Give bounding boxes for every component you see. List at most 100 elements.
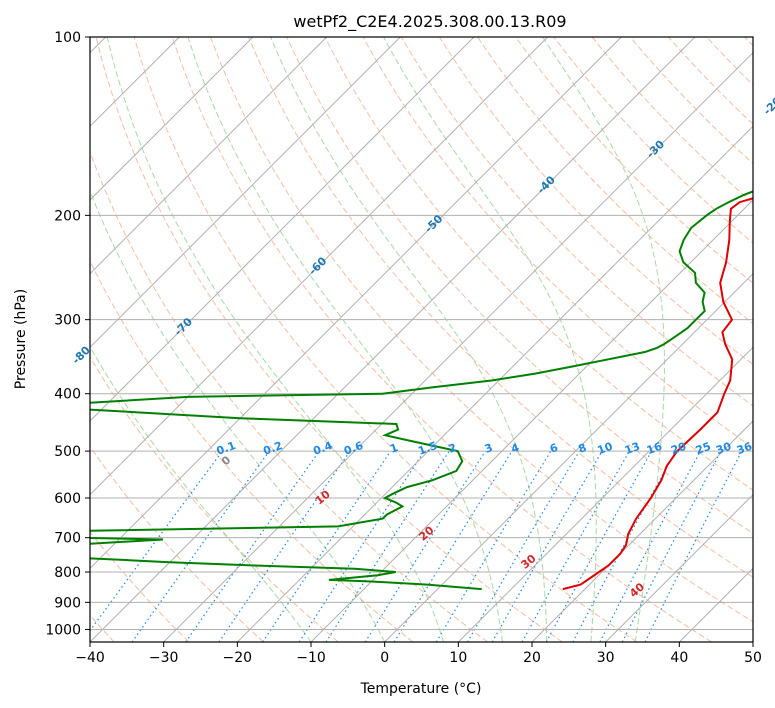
mixing-ratio-label: 6 (548, 441, 560, 456)
isotherm-line (163, 51, 753, 642)
isotherm-line (236, 125, 753, 642)
x-tick-label: −40 (75, 650, 105, 666)
chart-title: wetPf2_C2E4.2025.308.00.13.R09 (293, 12, 566, 32)
moist-adiabat-line (90, 189, 386, 642)
moist-adiabat-line (90, 345, 312, 642)
mixing-ratio-line (466, 450, 580, 642)
isotherm-line (678, 567, 753, 642)
mixing-ratio-line (262, 450, 392, 642)
isotherm-line (457, 346, 753, 642)
dry-adiabat-line (400, 37, 753, 407)
mixing-ratio-label: 2 (447, 441, 459, 456)
isotherm-line (90, 37, 401, 349)
x-tick-label: 0 (380, 650, 389, 666)
x-tick-label: 40 (670, 650, 688, 666)
dry-adiabat-line (248, 37, 753, 578)
mixing-ratio-line (644, 450, 743, 642)
dry-adiabat-line (133, 37, 638, 642)
dry-adiabat-line (90, 150, 488, 642)
y-tick-label: 400 (54, 387, 81, 403)
mixing-ratio-label: 4 (509, 441, 521, 456)
mixing-ratio-label: 0.6 (342, 439, 365, 458)
dry-adiabat-line (591, 37, 753, 204)
dry-adiabat-line (438, 37, 753, 366)
moist-adiabat-line (106, 37, 445, 642)
mixing-ratio-label: 25 (694, 440, 713, 457)
dry-adiabat-line (553, 37, 753, 244)
x-tick-label: −30 (149, 650, 179, 666)
mixing-ratio-label: 0.2 (262, 439, 285, 458)
y-tick-label: 1000 (45, 622, 81, 638)
moist-adiabat-line (383, 37, 597, 642)
mixing-ratio-label: 36 (735, 440, 754, 458)
isotherm-line (90, 37, 475, 422)
x-tick-label: 50 (744, 650, 762, 666)
mixing-ratio-line (325, 450, 450, 642)
temperature-profile-line (562, 197, 753, 591)
mixing-ratio-line (131, 450, 270, 642)
dry-adiabat-line (90, 259, 414, 642)
mixing-ratio-line (393, 450, 513, 642)
x-tick-label: 20 (523, 650, 541, 666)
dry-adiabat-line (90, 356, 339, 642)
isotherm-line (531, 420, 753, 642)
line-labels: -100-90-80-70-60-50-40-30-20-100.10.20.4… (70, 94, 775, 600)
dry-adiabat-line (210, 37, 753, 623)
mixing-ratio-label: 0.1 (215, 439, 238, 458)
mixing-ratio-label: 8 (577, 441, 589, 456)
y-tick-label: 100 (54, 30, 81, 46)
dry-adiabat-line (90, 445, 264, 642)
dry-adiabat-line (668, 37, 753, 125)
y-tick-label: 600 (54, 491, 81, 507)
x-tick-label: −20 (223, 650, 253, 666)
mixing-ratio-label: 16 (645, 440, 664, 458)
mixing-ratio-label: 13 (623, 440, 642, 457)
dry-adiabat-line (515, 37, 753, 284)
x-axis-label: Temperature (°C) (360, 681, 482, 697)
mixing-ratio-line (185, 450, 320, 642)
dry-adiabat-label: 0 (219, 453, 233, 468)
isotherm-line (752, 641, 753, 642)
mixing-ratio-label: 30 (714, 440, 733, 458)
mixing-ratio-label: 1.5 (416, 439, 439, 458)
dry-adiabat-line (744, 37, 753, 47)
dry-adiabat-line (90, 531, 190, 642)
isotherm-line (384, 272, 753, 642)
mixing-ratio-line (218, 450, 351, 642)
mixing-ratio-line (545, 450, 653, 642)
x-tick-label: −10 (296, 650, 326, 666)
mixing-ratio-line (435, 450, 552, 642)
y-tick-label: 900 (54, 595, 81, 611)
mixing-ratio-line (364, 450, 486, 642)
dry-adiabat-line (95, 37, 563, 642)
isotherm-line (90, 37, 696, 642)
mixing-ratio-line (90, 450, 223, 632)
dry-adiabat-line (706, 37, 753, 86)
isotherm-line (90, 37, 254, 201)
dewpoint-profile-line (90, 190, 753, 591)
profiles (90, 190, 753, 591)
mixing-ratio-line (298, 450, 425, 642)
isotherm-line (310, 199, 753, 642)
y-tick-label: 700 (54, 531, 81, 547)
isotherm-label: -20 (761, 94, 775, 117)
x-tick-label: 10 (449, 650, 467, 666)
mixing-ratio-line (572, 450, 677, 642)
dry-adiabat-label: 30 (518, 552, 538, 572)
mixing-ratio-label: 20 (669, 440, 688, 458)
moist-adiabat-line (187, 37, 503, 642)
dry-adiabat-line (477, 37, 753, 325)
y-tick-label: 300 (54, 313, 81, 329)
isotherm-line (90, 37, 328, 275)
mixing-ratio-label: 1 (388, 441, 400, 456)
mixing-ratio-line (599, 450, 702, 642)
mixing-ratio-label: 3 (483, 441, 495, 456)
y-axis-label: Pressure (hPa) (13, 289, 29, 389)
x-tick-label: 30 (597, 650, 615, 666)
mixing-ratio-line (521, 450, 631, 642)
axis-ticks: −40 −30 −20 −10 0 10 20 30 40 5010020030040050060… (45, 30, 762, 666)
background-lines (90, 37, 753, 642)
y-tick-label: 500 (54, 444, 81, 460)
y-tick-label: 200 (54, 208, 81, 224)
